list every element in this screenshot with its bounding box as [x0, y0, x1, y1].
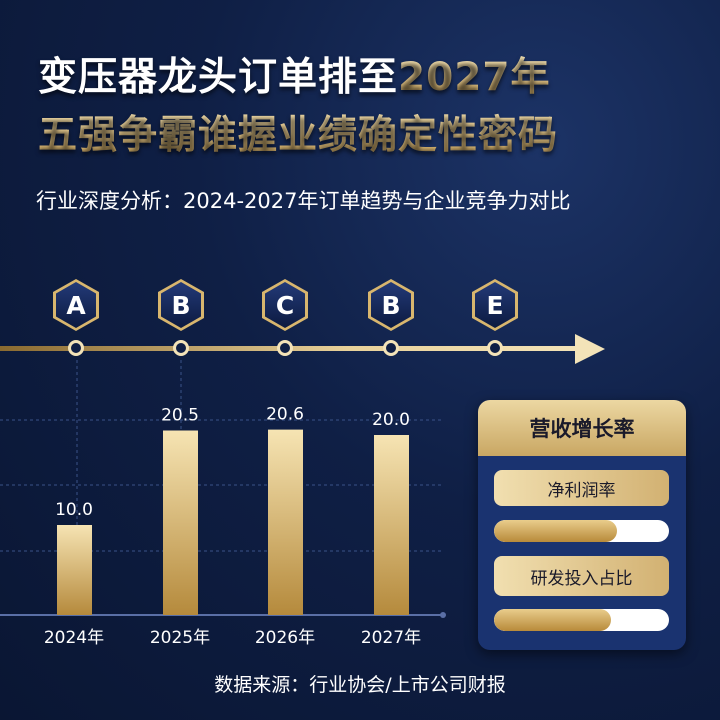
timeline-badge: B: [368, 279, 414, 331]
subtitle: 行业深度分析：2024-2027年订单趋势与企业竞争力对比: [36, 189, 571, 213]
timeline-badge: C: [262, 279, 308, 331]
title-white-part: 变压器龙头订单排至: [38, 55, 399, 100]
progress-fill: [494, 520, 617, 542]
x-tick-label: 2027年: [361, 628, 421, 648]
bar-value-label: 20.0: [372, 410, 410, 430]
title-line-1: 变压器龙头订单排至2027年: [38, 46, 551, 102]
progress-bar-rd-ratio: [494, 609, 669, 631]
timeline-node: [173, 340, 189, 356]
timeline-badge-letter: B: [161, 282, 201, 328]
timeline-badge-letter: C: [265, 282, 305, 328]
x-tick-label: 2024年: [44, 628, 104, 648]
metric-label-rd-ratio: 研发投入占比: [494, 556, 669, 596]
progress-fill: [494, 609, 612, 631]
timeline-badge: E: [472, 279, 518, 331]
bar-chart: 10.0 2024年 20.5 2025年 20.6 2026年 20.0 2027年: [0, 360, 446, 648]
title-line-2: 五强争霸谁握业绩确定性密码: [38, 104, 558, 160]
title-gold-part: 2027年: [398, 55, 551, 100]
timeline-badge: B: [158, 279, 204, 331]
timeline-arrow-icon: [575, 334, 605, 364]
timeline-node: [68, 340, 84, 356]
bar-2027年: [374, 435, 409, 615]
timeline-node: [277, 340, 293, 356]
progress-bar-net-margin: [494, 520, 669, 542]
bar-2026年: [268, 429, 303, 615]
timeline-badge-letter: B: [371, 282, 411, 328]
timeline-node: [487, 340, 503, 356]
x-tick-label: 2026年: [255, 628, 315, 648]
axis-end-dot: [440, 612, 446, 618]
timeline-node: [383, 340, 399, 356]
timeline-badge-letter: E: [475, 282, 515, 328]
bar-value-label: 20.5: [161, 406, 199, 426]
bar-2025年: [163, 430, 198, 615]
metrics-panel: 营收增长率 净利润率 研发投入占比: [478, 400, 686, 650]
x-tick-label: 2025年: [150, 628, 210, 648]
panel-header: 营收增长率: [478, 400, 686, 456]
timeline-badge: A: [53, 279, 99, 331]
bar-value-label: 20.6: [266, 405, 304, 425]
timeline-badge-letter: A: [56, 282, 96, 328]
data-source: 数据来源：行业协会/上市公司财报: [214, 674, 506, 696]
bar-2024年: [57, 525, 92, 615]
bar-value-label: 10.0: [55, 500, 93, 520]
metric-label-net-margin: 净利润率: [494, 470, 669, 506]
